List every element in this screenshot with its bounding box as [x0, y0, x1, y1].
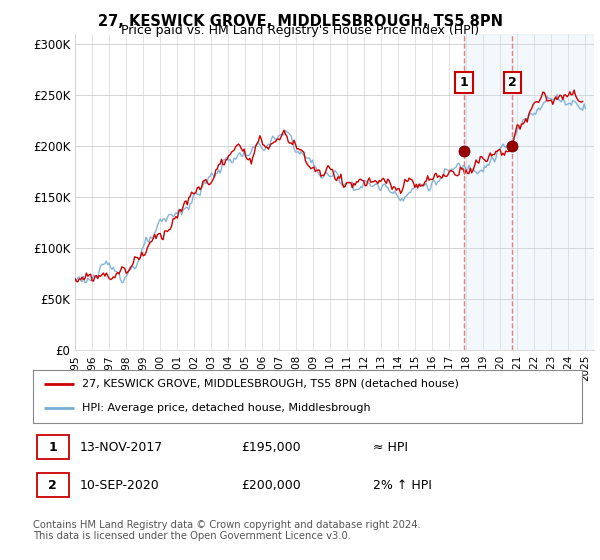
Text: £195,000: £195,000	[242, 441, 301, 454]
Text: 27, KESWICK GROVE, MIDDLESBROUGH, TS5 8PN (detached house): 27, KESWICK GROVE, MIDDLESBROUGH, TS5 8P…	[82, 379, 459, 389]
Text: £200,000: £200,000	[242, 479, 301, 492]
FancyBboxPatch shape	[37, 435, 68, 459]
Text: 1: 1	[49, 441, 57, 454]
Text: 10-SEP-2020: 10-SEP-2020	[80, 479, 160, 492]
Text: Price paid vs. HM Land Registry's House Price Index (HPI): Price paid vs. HM Land Registry's House …	[121, 24, 479, 37]
Text: 2: 2	[508, 76, 517, 89]
Text: ≈ HPI: ≈ HPI	[373, 441, 409, 454]
Text: 1: 1	[460, 76, 469, 89]
Text: HPI: Average price, detached house, Middlesbrough: HPI: Average price, detached house, Midd…	[82, 403, 371, 413]
FancyBboxPatch shape	[37, 473, 68, 497]
Text: Contains HM Land Registry data © Crown copyright and database right 2024.
This d: Contains HM Land Registry data © Crown c…	[33, 520, 421, 542]
Text: 2: 2	[49, 479, 57, 492]
Text: 27, KESWICK GROVE, MIDDLESBROUGH, TS5 8PN: 27, KESWICK GROVE, MIDDLESBROUGH, TS5 8P…	[97, 14, 503, 29]
Text: 2% ↑ HPI: 2% ↑ HPI	[373, 479, 432, 492]
Text: 13-NOV-2017: 13-NOV-2017	[80, 441, 163, 454]
Bar	[464, 34, 594, 350]
